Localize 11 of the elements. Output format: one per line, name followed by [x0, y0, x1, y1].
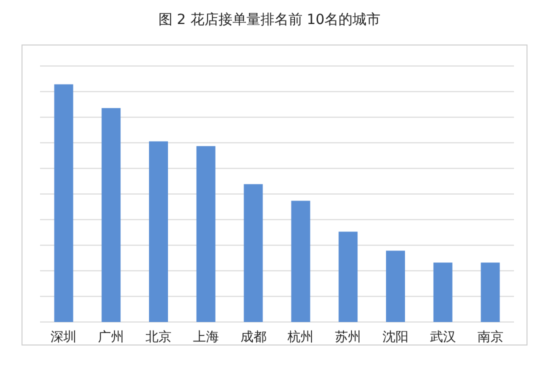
- x-tick-label: 上海: [192, 330, 219, 345]
- x-tick-label: 沈阳: [382, 330, 408, 345]
- x-tick-label: 广州: [98, 330, 124, 345]
- x-tick-label: 南京: [477, 330, 504, 345]
- x-tick-label: 苏州: [335, 330, 362, 345]
- x-tick-label: 成都: [240, 330, 266, 345]
- x-tick-label: 北京: [146, 330, 172, 345]
- chart-title: 图 2 花店接单量排名前 10名的城市: [158, 12, 381, 28]
- x-tick-label: 杭州: [286, 330, 314, 345]
- x-tick-label: 武汉: [430, 330, 456, 345]
- x-tick-label: 深圳: [50, 330, 77, 345]
